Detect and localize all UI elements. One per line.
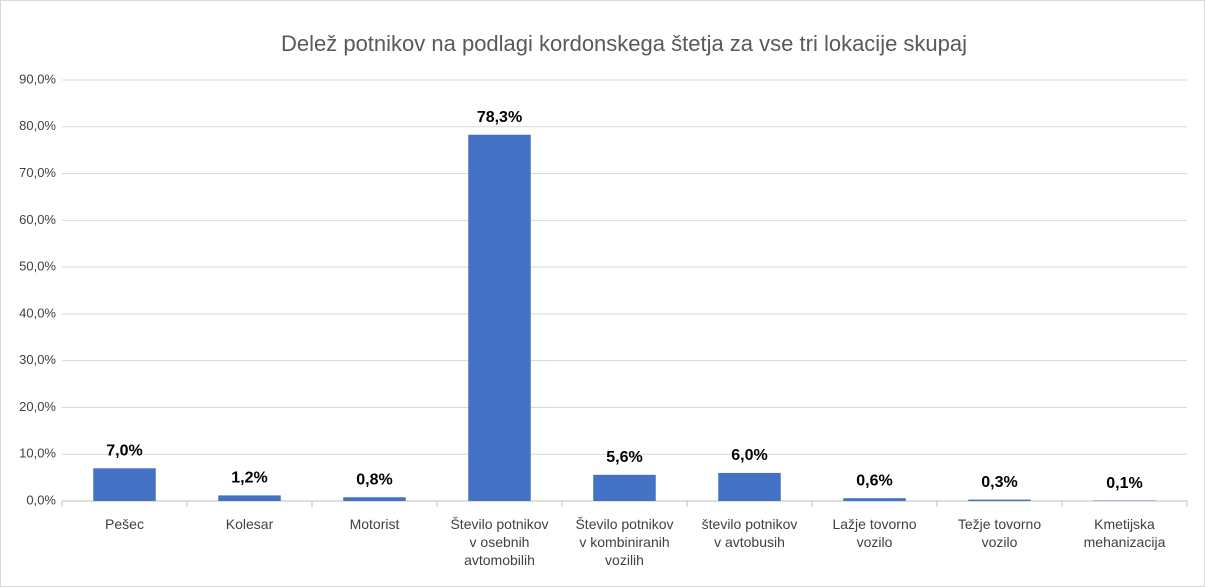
bar <box>968 499 1031 501</box>
data-label: 0,1% <box>1106 475 1142 492</box>
y-tick-label: 10,0% <box>19 446 56 461</box>
x-tick-label: Težje tovorno vozilo <box>957 516 1042 550</box>
x-tick-label: Število potnikov v kombiniranih vozilih <box>575 516 674 568</box>
y-tick-label: 50,0% <box>19 259 56 274</box>
data-label: 6,0% <box>731 447 767 464</box>
y-tick-label: 20,0% <box>19 399 56 414</box>
bar <box>343 497 406 501</box>
x-tick-label: Kmetijska mehanizacija <box>1083 516 1166 550</box>
y-tick-label: 0,0% <box>26 492 56 507</box>
y-tick-label: 80,0% <box>19 118 56 133</box>
data-label: 7,0% <box>106 442 142 459</box>
data-label: 78,3% <box>477 109 522 126</box>
y-tick-label: 40,0% <box>19 305 56 320</box>
y-tick-label: 30,0% <box>19 352 56 367</box>
bar <box>593 474 656 501</box>
x-tick-label: število potnikov v avtobusih <box>701 516 798 550</box>
y-tick-label: 60,0% <box>19 212 56 227</box>
bar <box>93 468 156 501</box>
data-label: 0,3% <box>981 474 1017 491</box>
bar <box>468 134 531 502</box>
bar <box>718 472 781 501</box>
y-tick-label: 70,0% <box>19 165 56 180</box>
x-tick-label: Število potnikov v osebnih avtomobilih <box>450 516 549 568</box>
x-tick-label: Motorist <box>349 516 400 532</box>
chart-title: Delež potnikov na podlagi kordonskega št… <box>281 31 967 56</box>
data-label: 5,6% <box>606 449 642 466</box>
x-tick-label: Lažje tovorno vozilo <box>832 516 917 550</box>
bar <box>218 495 281 501</box>
data-label: 0,6% <box>856 472 892 489</box>
x-tick-label: Pešec <box>105 516 144 532</box>
x-tick-label: Kolesar <box>225 516 274 532</box>
data-label: 0,8% <box>356 471 392 488</box>
y-tick-label: 90,0% <box>19 71 56 86</box>
data-label: 1,2% <box>231 470 267 487</box>
bar <box>843 498 906 501</box>
